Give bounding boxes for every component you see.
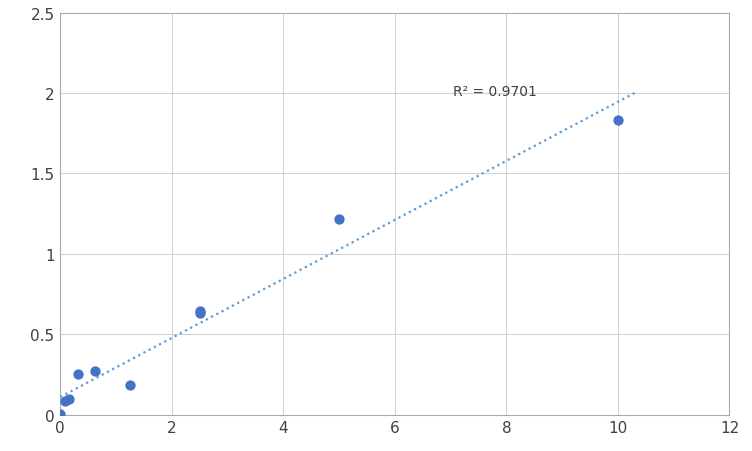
Point (59, 398, 71, 405)
Point (54, 411, 66, 418)
Point (333, 216, 345, 223)
Point (193, 310, 205, 318)
Text: R² = 0.9701: R² = 0.9701 (453, 85, 537, 99)
Point (193, 308, 205, 315)
Point (612, 118, 624, 125)
Point (63, 395, 75, 402)
Point (124, 382, 136, 389)
Point (71, 370, 83, 377)
Point (89, 368, 101, 375)
